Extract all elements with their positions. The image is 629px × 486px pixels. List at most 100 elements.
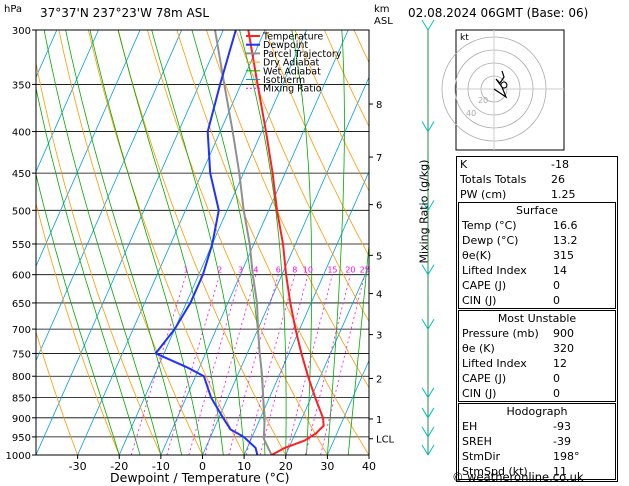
mixing-ratio-label: 20 [345,266,355,275]
mixing-ratio-label: 25 [360,266,370,275]
dry-adiabat [206,30,369,389]
wind-barb-icon [421,426,435,438]
isotherm [202,76,369,455]
row-label: CAPE (J) [462,372,507,385]
mixing-ratio-line [166,274,221,455]
wind-barb-icon [421,387,435,398]
pressure-tick-label: 900 [12,414,31,425]
table-row: Pressure (mb) 900 [459,326,615,341]
dry-adiabat [36,330,78,455]
row-label: θe(K) [462,249,492,262]
row-value: 12 [553,357,567,370]
row-value: 0 [553,279,560,292]
table-row: CAPE (J) 0 [459,278,615,293]
row-label: CIN (J) [462,294,497,307]
footer-copyright: © weatheronline.co.uk [452,470,584,484]
pressure-tick-label: 350 [12,80,31,91]
table-row: SREH -39 [459,434,615,449]
row-value: -39 [553,435,571,448]
mixing-ratio-line [204,274,257,455]
hodograph-title: Hodograph [506,405,568,418]
pressure-tick-label: 600 [12,271,31,282]
isotherm [160,30,349,455]
surface-section: Surface Temp (°C) 16.6 Dewp (°C) 13.2 θe(K) 3… [458,202,616,309]
legend-label: Mixing Ratio [263,84,322,95]
wind-barb-icon [421,318,435,330]
wet-adiabat [347,240,369,455]
isotherm [36,30,224,455]
wet-adiabat [327,30,345,455]
mixing-ratio-line [259,274,309,455]
row-value: -18 [551,158,569,171]
height-tick-label: 3 [376,331,382,342]
mixing-ratio-line [245,274,296,455]
row-label: SREH [462,435,492,448]
wet-adiabat [89,30,203,455]
table-row: Lifted Index 14 [459,263,615,278]
mixing-ratio-label: 8 [292,266,297,275]
temperature-tick-label: 40 [362,460,376,473]
pressure-tick-label: 300 [12,26,31,37]
dry-adiabat [147,30,328,455]
wet-adiabat [239,30,287,455]
most-unstable-section: Most Unstable Pressure (mb) 900 θe (K) 320 L… [458,310,616,402]
row-value: 26 [551,173,565,186]
surface-title: Surface [516,204,558,217]
location-label: 37°37'N 237°23'W 78m ASL [40,6,210,20]
row-label: Lifted Index [462,357,527,370]
row-label: Lifted Index [462,264,527,277]
row-value: 14 [553,264,567,277]
wet-adiabat [36,86,141,455]
table-row: PW (cm) 1.25 [457,187,617,202]
parcel-trajectory-line [214,30,273,455]
mixing-ratio-line [285,274,333,455]
pressure-tick-label: 500 [12,206,31,217]
table-row: Lifted Index 12 [459,356,615,371]
pressure-tick-label: 1000 [6,451,31,462]
wind-barb-icon [421,200,435,211]
height-tick-label: 5 [376,251,382,262]
mixing-ratio-axis-label: Mixing Ratio (g/kg) [417,159,431,264]
pressure-tick-label: 450 [12,169,31,180]
height-tick-label: 7 [376,153,382,164]
hodograph-ring-label: 20 [478,96,488,105]
row-value: -93 [553,420,571,433]
row-label: θe (K) [462,342,495,355]
dry-adiabat [36,201,120,455]
table-row: K -18 [457,157,617,172]
isotherm [36,30,183,362]
wind-barb-icon [421,407,435,419]
row-label: K [460,158,468,171]
temperature-line [247,30,325,455]
wind-barb-icon [421,264,435,275]
temperature-tick-label: 20 [279,460,293,473]
wet-adiabat [291,30,313,455]
dry-adiabat [88,30,245,455]
table-row: CIN (J) 0 [459,293,615,308]
wind-barb-icon [421,444,435,456]
mixing-ratio-line [228,274,279,455]
dry-adiabat [58,30,203,455]
row-label: StmDir [462,450,501,463]
mixing-ratio-label: 10 [303,266,313,275]
legend-label: Isotherm [263,75,305,86]
dewpoint-line [154,30,259,455]
pressure-tick-label: 750 [12,349,31,360]
table-row: StmDir 198° [459,449,615,464]
temperature-tick-label: -30 [69,460,87,473]
row-value: 0 [553,294,560,307]
wet-adiabat [65,30,183,455]
row-value: 315 [553,249,574,262]
height-tick-label: 2 [376,374,382,385]
isotherm [327,359,369,455]
dry-adiabat [294,30,369,192]
height-tick-label: 8 [376,100,382,111]
wet-adiabat [191,30,266,455]
mixing-ratio-label: 6 [276,266,281,275]
row-value: 1.25 [551,188,576,201]
wind-barb-icon [421,121,435,132]
row-label: CIN (J) [462,387,497,400]
hodograph-trace [493,70,508,99]
table-row: θe (K) 320 [459,341,615,356]
